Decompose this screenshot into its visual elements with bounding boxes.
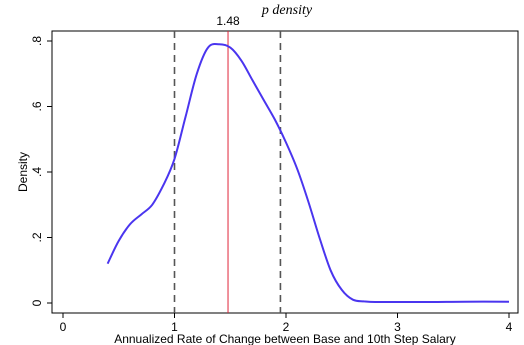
density-curve <box>106 43 510 304</box>
x-axis-ticks: 0 1 2 3 4 <box>60 313 513 334</box>
y-tick-label: .4 <box>30 167 44 177</box>
chart-title: p density <box>261 3 313 18</box>
x-tick-label: 2 <box>283 320 290 334</box>
x-axis-label: Annualized Rate of Change between Base a… <box>114 332 456 345</box>
mean-value-label: 1.48 <box>216 14 240 28</box>
x-tick-label: 4 <box>506 320 513 334</box>
x-tick-label: 0 <box>60 320 67 334</box>
x-tick-label: 3 <box>394 320 401 334</box>
y-tick-label: .6 <box>30 101 44 111</box>
y-tick-label: .2 <box>30 232 44 242</box>
reference-lines: 1.48 <box>173 14 282 313</box>
plot-frame <box>51 30 519 314</box>
density-series <box>106 43 510 304</box>
x-tick-label: 1 <box>171 320 178 334</box>
y-axis-ticks: 0 .2 .4 .6 .8 <box>30 36 52 306</box>
y-axis-label: Density <box>16 152 30 192</box>
y-tick-label: .8 <box>30 36 44 46</box>
y-tick-label: 0 <box>30 299 44 306</box>
